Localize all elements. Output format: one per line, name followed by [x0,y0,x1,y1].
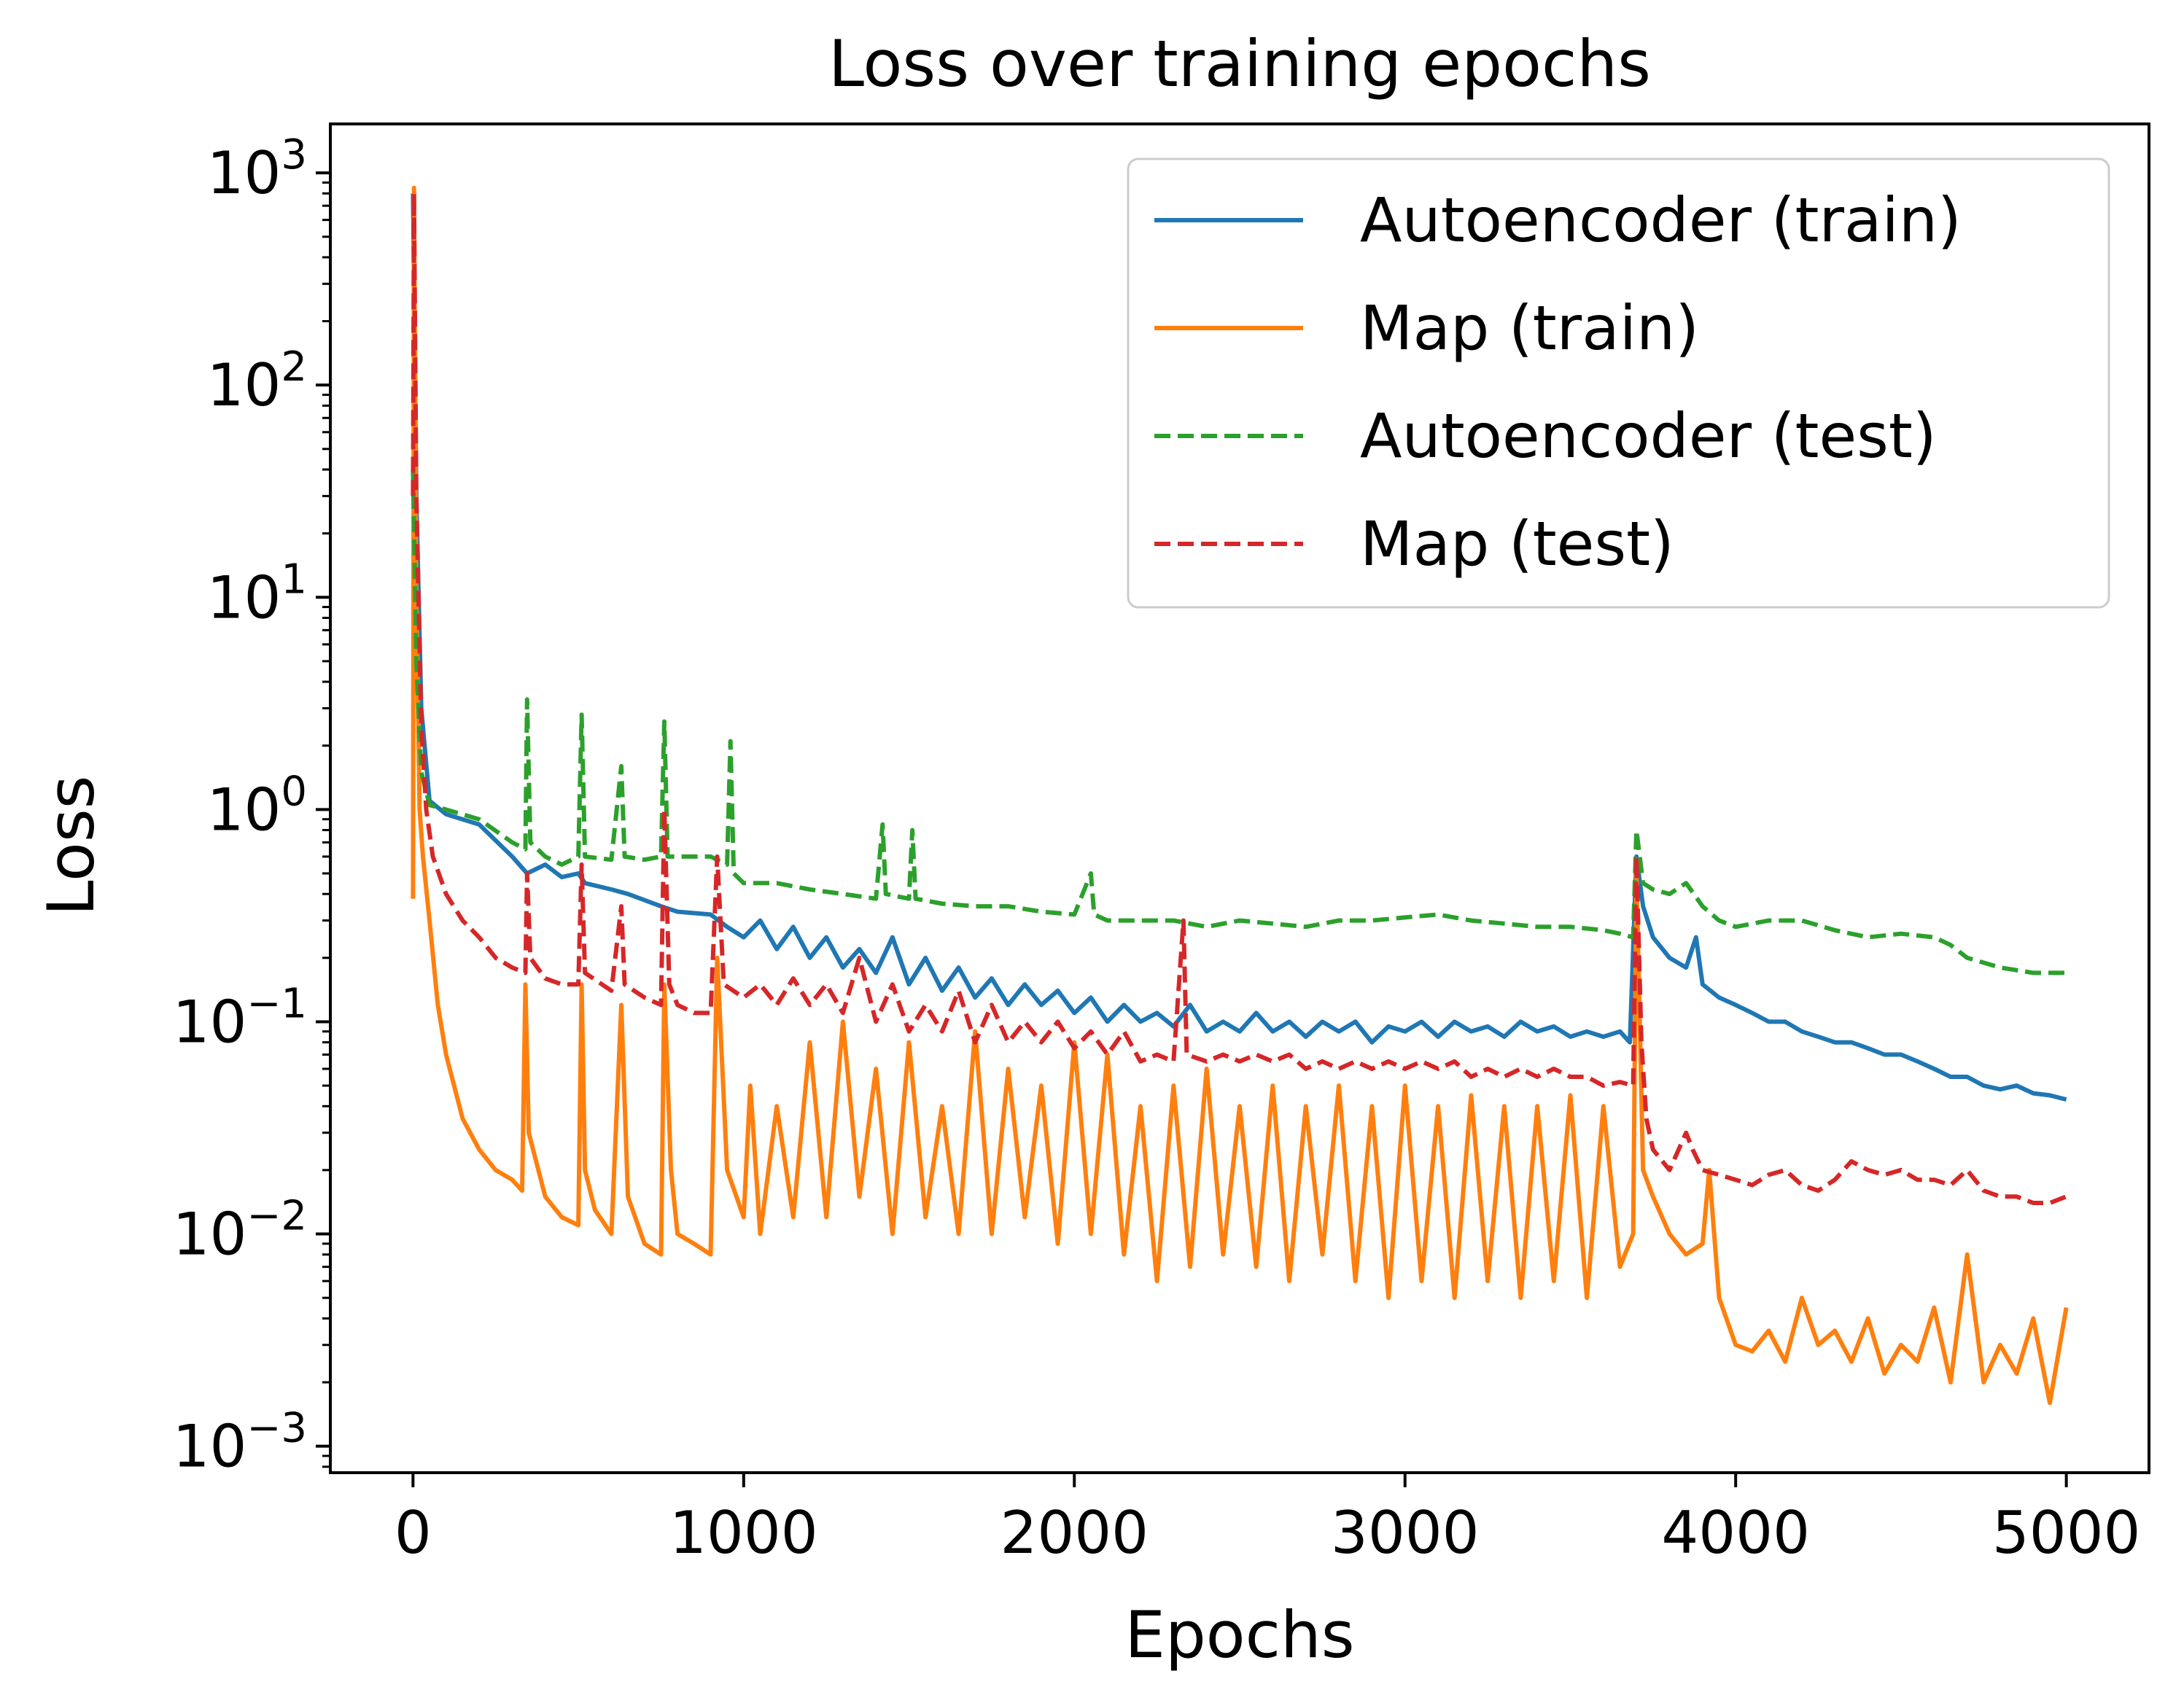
series-line-2 [411,185,2069,1406]
y-tick-base: 10 [207,351,281,419]
y-tick-exponent: 1 [281,556,307,603]
y-tick-base: 10 [207,776,281,844]
y-tick-label: 102 [207,343,307,419]
y-tick-label: 10−2 [173,1193,307,1269]
y-tick-label: 101 [207,556,307,631]
x-tick-label: 2000 [1000,1499,1149,1567]
plot-frame [329,122,2150,1474]
x-tick-label: 4000 [1661,1499,1810,1567]
y-tick-base: 10 [173,988,247,1056]
legend-label-1: Autoencoder (train) [1360,184,1962,256]
chart-title: Loss over training epochs [828,26,1651,101]
y-tick-label: 103 [207,131,307,207]
y-tick-base: 10 [173,1413,247,1481]
x-tick-label: 5000 [1992,1499,2141,1567]
legend-label-2: Map (train) [1360,292,1699,364]
legend: Autoencoder (train) Map (train) Autoencode… [1127,157,2110,609]
legend-label-3: Autoencoder (test) [1360,400,1937,472]
y-tick-base: 10 [207,139,281,207]
y-tick-label: 10−1 [173,980,307,1056]
x-tick-label: 3000 [1331,1499,1480,1567]
y-tick-base: 10 [207,564,281,631]
x-axis-label: Epochs [1124,1597,1354,1672]
series-line-3 [411,469,2067,975]
y-tick-exponent: −2 [246,1193,307,1240]
ticks-layer: 0 1000 2000 3000 4000 500010−310−210−11001011… [173,131,2141,1567]
y-tick-exponent: −3 [246,1405,307,1452]
x-tick-label: 1000 [669,1499,818,1567]
y-tick-label: 100 [207,768,307,844]
legend-box [1127,157,2110,609]
series-line-1 [411,193,2067,1102]
y-tick-label: 10−3 [173,1405,307,1481]
series-layer [411,185,2069,1406]
y-tick-exponent: 0 [281,768,307,815]
y-tick-base: 10 [173,1201,247,1269]
x-tick-label: 0 [395,1499,432,1567]
y-tick-exponent: 2 [281,343,307,391]
y-axis-label: Loss [34,775,109,916]
series-line-4 [411,191,2067,1205]
legend-label-4: Map (test) [1360,508,1674,580]
y-tick-exponent: −1 [246,980,307,1027]
y-tick-exponent: 3 [281,131,307,179]
